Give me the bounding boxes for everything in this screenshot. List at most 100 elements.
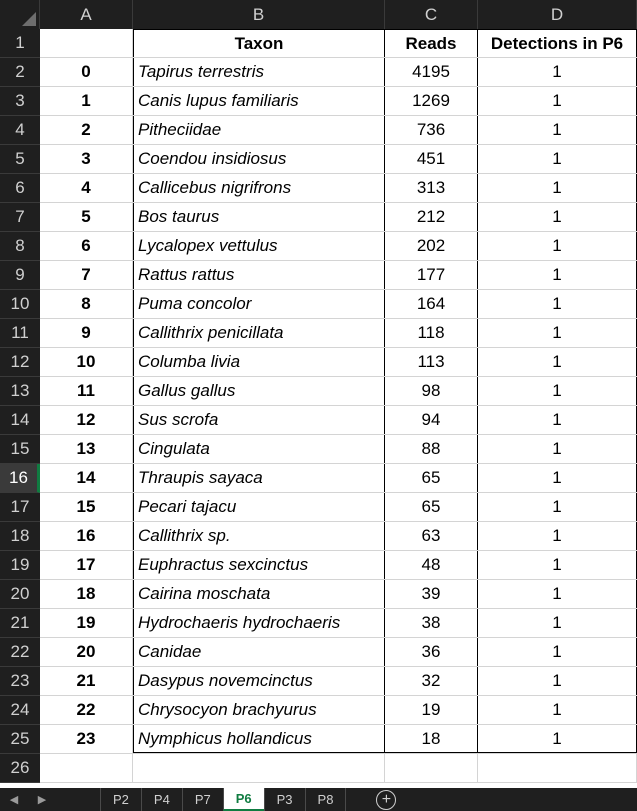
index-cell[interactable]: 2	[40, 116, 133, 144]
row-header[interactable]: 9	[0, 261, 40, 290]
sheet-tab-p8[interactable]: P8	[304, 788, 347, 811]
row-header[interactable]: 21	[0, 609, 40, 638]
reads-cell[interactable]: 32	[385, 667, 478, 695]
taxon-cell[interactable]: Callithrix penicillata	[133, 319, 385, 347]
index-cell[interactable]: 7	[40, 261, 133, 289]
cell-b[interactable]	[133, 754, 385, 782]
index-cell[interactable]: 12	[40, 406, 133, 434]
row-header[interactable]: 13	[0, 377, 40, 406]
taxon-cell[interactable]: Sus scrofa	[133, 406, 385, 434]
reads-cell[interactable]: 48	[385, 551, 478, 579]
sheet-tab-p4[interactable]: P4	[140, 788, 182, 811]
taxon-cell[interactable]: Tapirus terrestris	[133, 58, 385, 86]
row-header[interactable]: 15	[0, 435, 40, 464]
index-cell[interactable]: 13	[40, 435, 133, 463]
index-cell[interactable]: 5	[40, 203, 133, 231]
row-header[interactable]: 4	[0, 116, 40, 145]
detections-cell[interactable]: 1	[478, 203, 637, 231]
sheet-tab-p3[interactable]: P3	[263, 788, 305, 811]
detections-cell[interactable]: 1	[478, 406, 637, 434]
taxon-cell[interactable]: Dasypus novemcinctus	[133, 667, 385, 695]
index-cell[interactable]: 11	[40, 377, 133, 405]
taxon-cell[interactable]: Pecari tajacu	[133, 493, 385, 521]
row-header[interactable]: 7	[0, 203, 40, 232]
detections-cell[interactable]: 1	[478, 435, 637, 463]
chevron-right-icon[interactable]: ▶	[37, 794, 47, 806]
row-header[interactable]: 1	[0, 29, 40, 58]
taxon-cell[interactable]: Canis lupus familiaris	[133, 87, 385, 115]
reads-cell[interactable]: 38	[385, 609, 478, 637]
reads-cell[interactable]: 164	[385, 290, 478, 318]
index-cell[interactable]: 21	[40, 667, 133, 695]
index-cell[interactable]: 4	[40, 174, 133, 202]
row-header[interactable]: 25	[0, 725, 40, 754]
index-cell[interactable]: 16	[40, 522, 133, 550]
reads-cell[interactable]: 19	[385, 696, 478, 724]
taxon-cell[interactable]: Euphractus sexcinctus	[133, 551, 385, 579]
taxon-cell[interactable]: Puma concolor	[133, 290, 385, 318]
detections-cell[interactable]: 1	[478, 319, 637, 347]
index-cell[interactable]: 23	[40, 725, 133, 753]
row-header[interactable]: 11	[0, 319, 40, 348]
row-header[interactable]: 14	[0, 406, 40, 435]
detections-cell[interactable]: 1	[478, 667, 637, 695]
row-header[interactable]: 12	[0, 348, 40, 377]
taxon-cell[interactable]: Coendou insidiosus	[133, 145, 385, 173]
taxon-cell[interactable]: Callicebus nigrifrons	[133, 174, 385, 202]
row-header[interactable]: 19	[0, 551, 40, 580]
reads-cell[interactable]: 113	[385, 348, 478, 376]
reads-cell[interactable]: 94	[385, 406, 478, 434]
row-header[interactable]: 3	[0, 87, 40, 116]
taxon-cell[interactable]: Lycalopex vettulus	[133, 232, 385, 260]
row-header[interactable]: 6	[0, 174, 40, 203]
sheet-tab-p2[interactable]: P2	[100, 788, 141, 811]
detections-cell[interactable]: 1	[478, 522, 637, 550]
row-header[interactable]: 22	[0, 638, 40, 667]
detections-cell[interactable]: 1	[478, 58, 637, 86]
reads-cell[interactable]: 1269	[385, 87, 478, 115]
detections-column-header-cell[interactable]: Detections in P6	[478, 29, 637, 57]
detections-cell[interactable]: 1	[478, 638, 637, 666]
taxon-cell[interactable]: Hydrochaeris hydrochaeris	[133, 609, 385, 637]
taxon-cell[interactable]: Nymphicus hollandicus	[133, 725, 385, 753]
index-cell[interactable]: 1	[40, 87, 133, 115]
detections-cell[interactable]: 1	[478, 464, 637, 492]
reads-cell[interactable]: 18	[385, 725, 478, 753]
column-header-d[interactable]: D	[478, 0, 637, 29]
index-cell[interactable]: 14	[40, 464, 133, 492]
index-cell[interactable]: 9	[40, 319, 133, 347]
reads-cell[interactable]: 98	[385, 377, 478, 405]
detections-cell[interactable]: 1	[478, 290, 637, 318]
taxon-cell[interactable]: Columba livia	[133, 348, 385, 376]
detections-cell[interactable]: 1	[478, 609, 637, 637]
reads-cell[interactable]: 65	[385, 464, 478, 492]
detections-cell[interactable]: 1	[478, 696, 637, 724]
column-header-b[interactable]: B	[133, 0, 385, 29]
detections-cell[interactable]: 1	[478, 116, 637, 144]
row-header[interactable]: 24	[0, 696, 40, 725]
row-header[interactable]: 17	[0, 493, 40, 522]
reads-cell[interactable]: 202	[385, 232, 478, 260]
cell-c[interactable]	[385, 754, 478, 782]
reads-cell[interactable]: 212	[385, 203, 478, 231]
index-cell[interactable]: 3	[40, 145, 133, 173]
index-cell[interactable]: 15	[40, 493, 133, 521]
detections-cell[interactable]: 1	[478, 87, 637, 115]
reads-column-header-cell[interactable]: Reads	[385, 29, 478, 57]
detections-cell[interactable]: 1	[478, 174, 637, 202]
taxon-cell[interactable]: Chrysocyon brachyurus	[133, 696, 385, 724]
taxon-cell[interactable]: Pitheciidae	[133, 116, 385, 144]
cell-a[interactable]	[40, 29, 133, 57]
detections-cell[interactable]: 1	[478, 725, 637, 753]
detections-cell[interactable]: 1	[478, 232, 637, 260]
taxon-cell[interactable]: Cingulata	[133, 435, 385, 463]
taxon-cell[interactable]: Cairina moschata	[133, 580, 385, 608]
detections-cell[interactable]: 1	[478, 261, 637, 289]
detections-cell[interactable]: 1	[478, 348, 637, 376]
reads-cell[interactable]: 88	[385, 435, 478, 463]
row-header[interactable]: 10	[0, 290, 40, 319]
row-header[interactable]: 16	[0, 464, 40, 493]
cell-d[interactable]	[478, 754, 637, 782]
sheet-tab-p7[interactable]: P7	[181, 788, 223, 811]
reads-cell[interactable]: 313	[385, 174, 478, 202]
